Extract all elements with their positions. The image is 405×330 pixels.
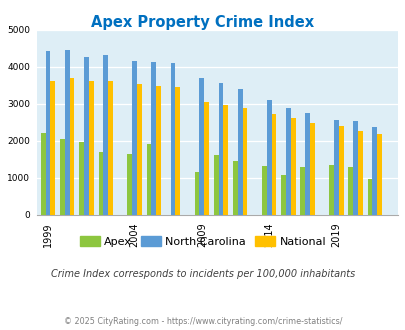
Bar <box>305 113 309 214</box>
Bar <box>376 134 381 214</box>
Bar <box>213 155 218 214</box>
Bar <box>79 142 84 214</box>
Bar <box>280 175 285 214</box>
Bar <box>151 62 156 214</box>
Bar <box>103 55 108 214</box>
Bar <box>328 165 333 214</box>
Bar <box>271 114 276 214</box>
Bar <box>146 144 151 214</box>
Bar <box>309 123 314 214</box>
Bar <box>237 89 242 214</box>
Bar <box>199 79 204 214</box>
Bar <box>132 61 136 214</box>
Bar <box>218 83 223 214</box>
Bar <box>266 100 271 214</box>
Bar <box>41 133 45 214</box>
Legend: Apex, North Carolina, National: Apex, North Carolina, National <box>75 232 330 251</box>
Bar <box>175 86 180 214</box>
Bar <box>65 50 70 214</box>
Bar <box>333 120 338 214</box>
Text: Apex Property Crime Index: Apex Property Crime Index <box>91 15 314 30</box>
Bar <box>136 84 141 214</box>
Bar <box>352 121 357 214</box>
Bar <box>70 79 74 214</box>
Bar <box>223 106 228 214</box>
Bar <box>204 102 209 214</box>
Bar <box>108 81 113 214</box>
Bar <box>194 172 199 214</box>
Bar <box>84 57 89 214</box>
Bar <box>242 108 247 214</box>
Text: Crime Index corresponds to incidents per 100,000 inhabitants: Crime Index corresponds to incidents per… <box>51 269 354 279</box>
Bar <box>338 126 343 214</box>
Bar <box>89 81 94 214</box>
Bar <box>371 126 376 214</box>
Bar <box>232 161 237 214</box>
Bar <box>261 166 266 214</box>
Bar <box>367 179 371 214</box>
Bar <box>347 167 352 214</box>
Bar <box>170 63 175 214</box>
Bar <box>127 153 132 214</box>
Bar <box>285 108 290 214</box>
Bar <box>300 167 305 214</box>
Bar <box>156 86 161 214</box>
Bar <box>60 139 65 214</box>
Bar <box>45 51 50 214</box>
Bar <box>357 131 362 214</box>
Bar <box>98 152 103 214</box>
Bar <box>290 118 295 214</box>
Text: © 2025 CityRating.com - https://www.cityrating.com/crime-statistics/: © 2025 CityRating.com - https://www.city… <box>64 317 341 326</box>
Bar <box>50 81 55 214</box>
